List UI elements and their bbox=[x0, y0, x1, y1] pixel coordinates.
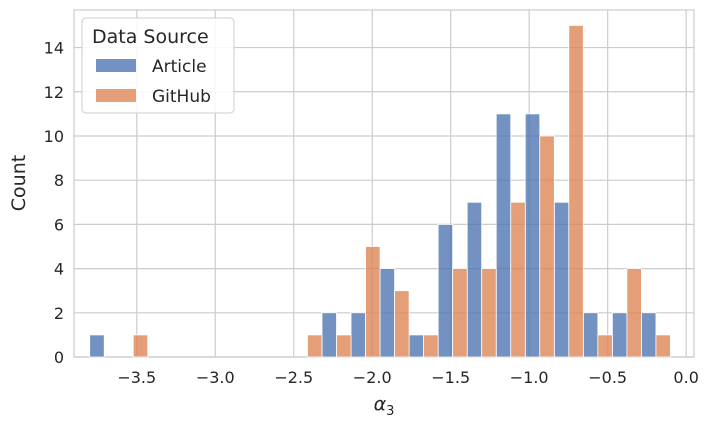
bar-article bbox=[641, 312, 657, 358]
x-tick-label: −1.0 bbox=[510, 368, 549, 387]
y-tick-label: 6 bbox=[54, 215, 64, 234]
bar-github bbox=[132, 334, 149, 358]
x-tick-label: −2.0 bbox=[353, 368, 392, 387]
bar-article bbox=[379, 268, 395, 358]
x-tick-label: −1.5 bbox=[431, 368, 470, 387]
legend-title: Data Source bbox=[92, 26, 209, 48]
bar-github bbox=[481, 268, 497, 358]
bar-github bbox=[365, 246, 381, 358]
bar-article bbox=[321, 312, 337, 358]
y-tick-labels: 0 2 4 6 8 10 12 14 bbox=[44, 39, 64, 367]
y-tick-label: 0 bbox=[54, 348, 64, 367]
legend-label-github: GitHub bbox=[152, 87, 211, 107]
bars bbox=[89, 25, 671, 358]
y-tick-label: 2 bbox=[54, 304, 64, 323]
x-tick-label: −0.5 bbox=[588, 368, 627, 387]
x-axis-title-subscript: 3 bbox=[386, 404, 394, 419]
bar-article bbox=[553, 201, 570, 358]
x-axis-title: α3 bbox=[374, 393, 395, 419]
bar-github bbox=[568, 25, 584, 358]
bar-article bbox=[437, 223, 454, 358]
bar-article bbox=[611, 312, 628, 358]
bar-article bbox=[466, 201, 483, 358]
bar-article bbox=[582, 312, 599, 358]
x-tick-label: −2.5 bbox=[274, 368, 313, 387]
y-tick-label: 4 bbox=[54, 260, 64, 279]
bar-github bbox=[423, 334, 439, 358]
y-tick-label: 8 bbox=[54, 171, 64, 190]
bar-article bbox=[350, 312, 366, 358]
bar-github bbox=[597, 334, 613, 358]
bar-github bbox=[539, 135, 555, 358]
legend-label-article: Article bbox=[152, 57, 207, 77]
x-tick-label: −3.5 bbox=[117, 368, 156, 387]
legend: Data Source Article GitHub bbox=[81, 17, 235, 114]
bar-github bbox=[626, 268, 642, 358]
bar-github bbox=[394, 290, 410, 358]
bar-github bbox=[336, 334, 352, 358]
y-tick-label: 14 bbox=[44, 39, 64, 58]
bar-github bbox=[510, 201, 526, 358]
x-tick-label: 0.0 bbox=[673, 368, 698, 387]
bar-article bbox=[524, 113, 541, 358]
bar-article bbox=[89, 334, 105, 358]
y-tick-label: 10 bbox=[44, 127, 64, 146]
bar-github bbox=[307, 334, 323, 358]
bar-github bbox=[452, 268, 468, 358]
x-tick-labels: −3.5 −3.0 −2.5 −2.0 −1.5 −1.0 −0.5 0.0 bbox=[117, 368, 699, 387]
bar-github bbox=[655, 334, 671, 358]
legend-swatch-github bbox=[96, 89, 136, 102]
legend-swatch-article bbox=[96, 59, 136, 72]
y-axis-title: Count bbox=[8, 155, 30, 211]
x-tick-label: −3.0 bbox=[196, 368, 235, 387]
bar-article bbox=[495, 113, 512, 358]
y-tick-label: 12 bbox=[44, 83, 64, 102]
bar-article bbox=[408, 334, 425, 358]
